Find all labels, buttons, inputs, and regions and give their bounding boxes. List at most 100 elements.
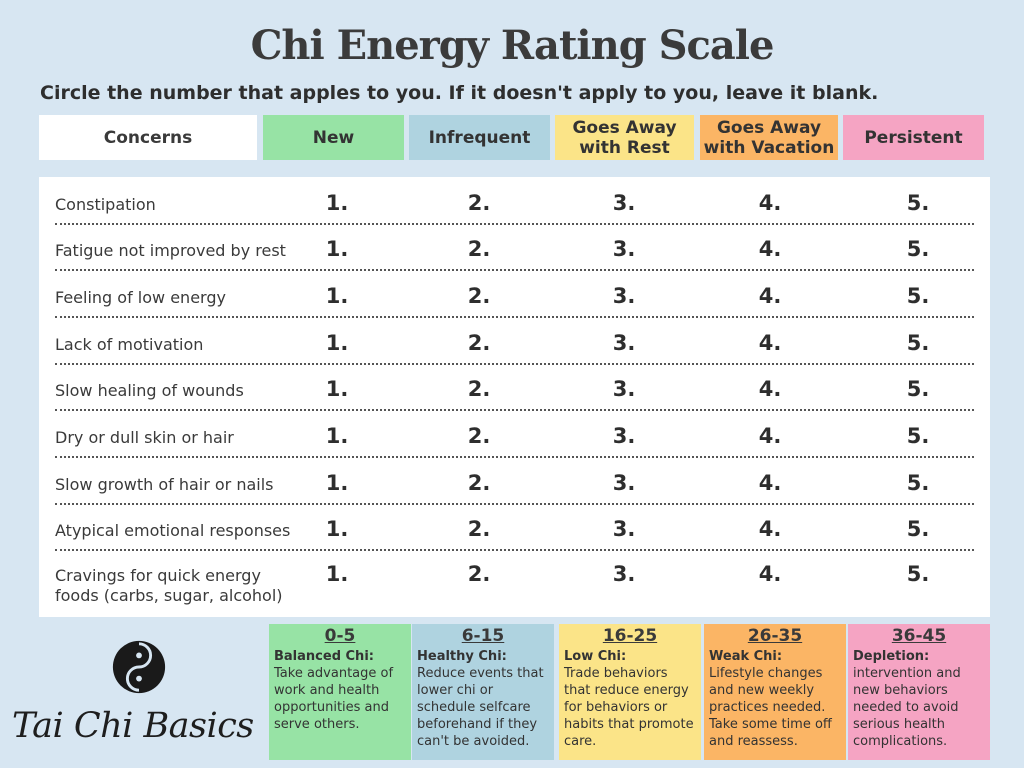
- table-row: Slow growth of hair or nails 1. 2. 3. 4. 5.: [55, 457, 974, 505]
- rating-option-4[interactable]: 4.: [758, 517, 782, 541]
- concern-label-line: Fatigue not improved by rest: [55, 241, 286, 260]
- rating-option-5[interactable]: 5.: [906, 424, 930, 448]
- rating-option-2[interactable]: 2.: [467, 191, 491, 215]
- rating-option-5[interactable]: 5.: [906, 331, 930, 355]
- concern-label: Fatigue not improved by rest: [55, 241, 305, 261]
- rating-option-4[interactable]: 4.: [758, 331, 782, 355]
- rating-option-5[interactable]: 5.: [906, 471, 930, 495]
- legend-range: 16-25: [602, 626, 658, 646]
- legend-name: Weak Chi:: [709, 649, 783, 664]
- rating-option-2[interactable]: 2.: [467, 517, 491, 541]
- header-new-label: New: [312, 127, 355, 148]
- instructions-text: Circle the number that apples to you. If…: [40, 82, 879, 104]
- rating-option-3[interactable]: 3.: [612, 562, 636, 586]
- header-concerns: Concerns: [39, 115, 257, 160]
- logo-text: Tai Chi Basics: [12, 706, 254, 746]
- rating-option-5[interactable]: 5.: [906, 517, 930, 541]
- rating-option-5[interactable]: 5.: [906, 237, 930, 261]
- rating-option-1[interactable]: 1.: [325, 284, 349, 308]
- rating-option-3[interactable]: 3.: [612, 331, 636, 355]
- header-goes-away-vacation: Goes Away with Vacation: [700, 115, 838, 160]
- rating-option-1[interactable]: 1.: [325, 237, 349, 261]
- concern-label: Slow growth of hair or nails: [55, 475, 305, 495]
- table-row: Fatigue not improved by rest 1. 2. 3. 4. 5.: [55, 223, 974, 271]
- concern-label: Cravings for quick energy foods (carbs, s…: [55, 566, 305, 606]
- rating-option-3[interactable]: 3.: [612, 377, 636, 401]
- legend-description: Take advantage of work and health opport…: [274, 666, 394, 732]
- table-row: Atypical emotional responses 1. 2. 3. 4. 5.: [55, 503, 974, 551]
- rating-option-4[interactable]: 4.: [758, 191, 782, 215]
- header-vacation-line1: Goes Away: [716, 117, 822, 138]
- table-row: Cravings for quick energy foods (carbs, s…: [55, 550, 974, 608]
- legend-healthy-chi: 6-15 Healthy Chi: Reduce events that low…: [412, 624, 554, 760]
- concern-label-line: Cravings for quick energy: [55, 566, 261, 585]
- legend-range: 0-5: [324, 626, 356, 646]
- legend-range: 36-45: [891, 626, 947, 646]
- rating-option-4[interactable]: 4.: [758, 562, 782, 586]
- rating-option-4[interactable]: 4.: [758, 471, 782, 495]
- rating-option-4[interactable]: 4.: [758, 237, 782, 261]
- header-vacation-line2: with Vacation: [703, 137, 835, 158]
- rating-option-3[interactable]: 3.: [612, 471, 636, 495]
- legend-range: 6-15: [461, 626, 505, 646]
- concern-label-line: Feeling of low energy: [55, 288, 226, 307]
- rating-option-2[interactable]: 2.: [467, 424, 491, 448]
- rating-option-2[interactable]: 2.: [467, 237, 491, 261]
- concern-label-line: Lack of motivation: [55, 335, 204, 354]
- rating-option-3[interactable]: 3.: [612, 284, 636, 308]
- rating-option-1[interactable]: 1.: [325, 191, 349, 215]
- header-goes-away-rest: Goes Away with Rest: [555, 115, 694, 160]
- legend-name: Depletion:: [853, 649, 930, 664]
- rating-option-1[interactable]: 1.: [325, 424, 349, 448]
- concern-label-line: Atypical emotional responses: [55, 521, 291, 540]
- legend-low-chi: 16-25 Low Chi: Trade behaviors that redu…: [559, 624, 701, 760]
- legend-name: Healthy Chi:: [417, 649, 507, 664]
- rating-option-3[interactable]: 3.: [612, 237, 636, 261]
- rating-option-1[interactable]: 1.: [325, 517, 349, 541]
- rating-option-4[interactable]: 4.: [758, 424, 782, 448]
- concern-label: Feeling of low energy: [55, 288, 305, 308]
- rating-option-5[interactable]: 5.: [906, 377, 930, 401]
- table-row: Slow healing of wounds 1. 2. 3. 4. 5.: [55, 363, 974, 411]
- rating-option-1[interactable]: 1.: [325, 377, 349, 401]
- legend-description: Lifestyle changes and new weekly practic…: [709, 666, 832, 749]
- rating-option-5[interactable]: 5.: [906, 562, 930, 586]
- table-row: Feeling of low energy 1. 2. 3. 4. 5.: [55, 270, 974, 318]
- rating-option-3[interactable]: 3.: [612, 424, 636, 448]
- legend-depletion: 36-45 Depletion: intervention and new be…: [848, 624, 990, 760]
- legend-name: Low Chi:: [564, 649, 627, 664]
- yin-yang-icon: [112, 640, 166, 694]
- header-infrequent-label: Infrequent: [428, 127, 531, 148]
- rating-option-2[interactable]: 2.: [467, 284, 491, 308]
- legend-weak-chi: 26-35 Weak Chi: Lifestyle changes and ne…: [704, 624, 846, 760]
- concern-label: Lack of motivation: [55, 335, 305, 355]
- legend-description: Trade behaviors that reduce energy for b…: [564, 666, 694, 749]
- rating-option-1[interactable]: 1.: [325, 562, 349, 586]
- rating-option-2[interactable]: 2.: [467, 331, 491, 355]
- rating-option-5[interactable]: 5.: [906, 191, 930, 215]
- rating-option-1[interactable]: 1.: [325, 331, 349, 355]
- concern-label: Slow healing of wounds: [55, 381, 305, 401]
- table-row: Constipation 1. 2. 3. 4. 5.: [55, 177, 974, 225]
- rating-option-2[interactable]: 2.: [467, 377, 491, 401]
- rating-option-4[interactable]: 4.: [758, 377, 782, 401]
- rating-option-4[interactable]: 4.: [758, 284, 782, 308]
- page-title: Chi Energy Rating Scale: [250, 22, 775, 69]
- rating-option-1[interactable]: 1.: [325, 471, 349, 495]
- legend-name: Balanced Chi:: [274, 649, 374, 664]
- legend-description: intervention and new behaviors needed to…: [853, 666, 961, 749]
- rating-option-2[interactable]: 2.: [467, 471, 491, 495]
- header-persistent: Persistent: [843, 115, 984, 160]
- legend-range: 26-35: [747, 626, 803, 646]
- rating-option-3[interactable]: 3.: [612, 191, 636, 215]
- legend-balanced-chi: 0-5 Balanced Chi: Take advantage of work…: [269, 624, 411, 760]
- rating-option-5[interactable]: 5.: [906, 284, 930, 308]
- header-infrequent: Infrequent: [409, 115, 550, 160]
- concern-label-line: foods (carbs, sugar, alcohol): [55, 586, 283, 605]
- concern-label-line: Dry or dull skin or hair: [55, 428, 234, 447]
- rating-option-2[interactable]: 2.: [467, 562, 491, 586]
- concern-label-line: Slow healing of wounds: [55, 381, 244, 400]
- rating-option-3[interactable]: 3.: [612, 517, 636, 541]
- header-rest-line2: with Rest: [579, 137, 670, 158]
- concerns-table: Constipation 1. 2. 3. 4. 5. Fatigue not improv…: [39, 177, 990, 617]
